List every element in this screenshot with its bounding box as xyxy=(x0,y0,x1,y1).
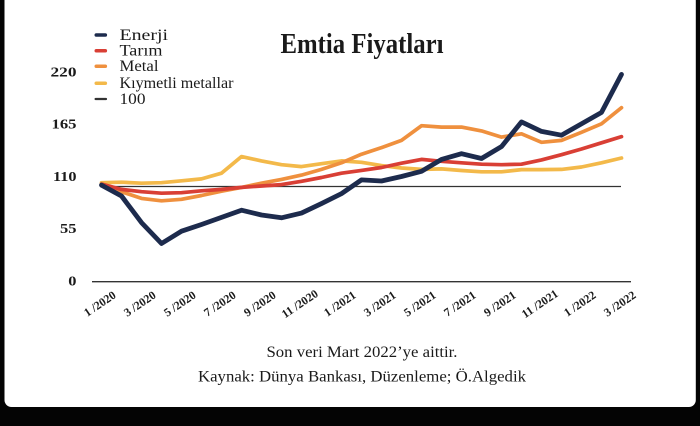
svg-text:Tarım: Tarım xyxy=(120,43,163,60)
svg-text:55: 55 xyxy=(60,222,77,237)
svg-text:220: 220 xyxy=(51,65,77,80)
svg-text:165: 165 xyxy=(52,118,77,133)
svg-text:Son veri Mart 2022’ye aittir.: Son veri Mart 2022’ye aittir. xyxy=(267,344,458,361)
svg-text:110: 110 xyxy=(53,170,77,185)
svg-text:Metal: Metal xyxy=(120,58,159,75)
svg-text:0: 0 xyxy=(68,274,76,289)
svg-text:Enerji: Enerji xyxy=(120,27,169,44)
svg-text:Kıymetli metallar: Kıymetli metallar xyxy=(120,75,235,92)
svg-text:Kaynak: Dünya Bankası, Düzenle: Kaynak: Dünya Bankası, Düzenleme; Ö.Alge… xyxy=(198,367,526,385)
svg-text:100: 100 xyxy=(120,91,146,108)
svg-text:Emtia Fiyatları: Emtia Fiyatları xyxy=(281,29,444,60)
